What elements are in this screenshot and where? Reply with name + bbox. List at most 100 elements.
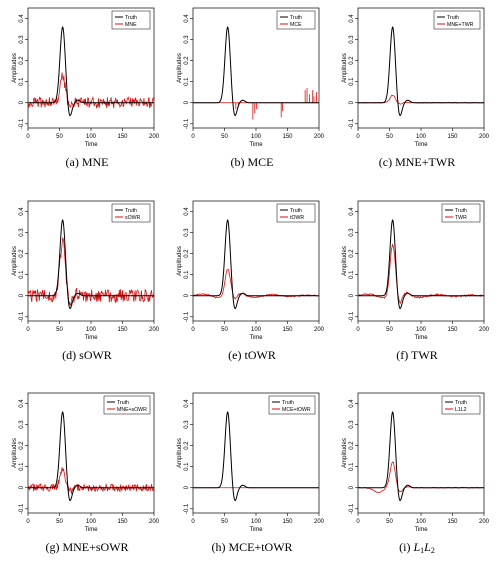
series-line-truth [28,411,154,502]
y-tick-label: 0.1 [349,462,355,471]
series-line-estimate [28,467,154,494]
y-tick-label: 0.3 [184,228,190,237]
y-tick-label: -0.1 [349,118,355,129]
y-tick-label: 0 [19,293,25,297]
y-tick-label: -0.1 [184,311,190,322]
y-tick-label: 0.3 [349,228,355,237]
legend-entry: L1L2 [455,407,467,413]
y-axis-label: Amplitudes [342,438,348,468]
y-tick-label: 0.4 [349,14,355,23]
y-tick-label: 0 [184,485,190,489]
y-tick-label: -0.1 [349,311,355,322]
y-tick-label: 0.1 [184,270,190,279]
y-tick-label: -0.1 [19,118,25,129]
x-axis-label: Time [249,142,263,148]
legend-entry: MCE [290,22,302,28]
x-tick-label: 0 [26,134,30,140]
x-tick-label: 150 [282,519,293,525]
y-tick-label: 0.4 [184,399,190,408]
chart-caption: (a) MNE [65,155,109,169]
x-tick-label: 150 [117,519,128,525]
y-tick-label: 0.2 [184,249,190,258]
chart-panel-b: 0 50 100 150 200 -0.1 0 0.1 0.2 0.3 0.4 Time Amplitu… [177,0,327,180]
legend-entry: sOWR [125,215,141,221]
legend-entry: TWR [455,215,467,221]
x-axis-label: Time [84,335,98,341]
x-tick-label: 100 [86,327,97,333]
y-tick-label: 0.4 [19,399,25,408]
x-tick-label: 100 [86,134,97,140]
x-axis-label: Time [414,335,428,341]
x-tick-label: 150 [447,134,458,140]
x-tick-label: 50 [56,327,63,333]
x-tick-label: 0 [191,327,195,333]
y-tick-label: 0 [349,485,355,489]
y-axis-label: Amplitudes [342,53,348,83]
legend-entry: Truth [282,400,294,406]
chart-panel-i: 0 50 100 150 200 -0.1 0 0.1 0.2 0.3 0.4 Time Amplitu… [342,385,492,565]
x-axis-label: Time [249,335,263,341]
y-tick-label: 0.2 [349,249,355,258]
legend-entry: Truth [125,15,137,21]
chart-c: 0 50 100 150 200-0.100.10.20.30.4TimeAmplitu… [342,7,490,148]
chart-panel-h: 0 50 100 150 200 -0.1 0 0.1 0.2 0.3 0.4 Time Amplitu… [177,385,327,565]
series-line-estimate [28,237,154,307]
chart-caption: (i) L1L2 [399,540,435,555]
y-tick-label: 0.1 [19,462,25,471]
y-axis-label: Amplitudes [177,438,183,468]
x-axis-label: Time [249,527,263,533]
series-line-truth [358,26,484,117]
chart-caption: (d) sOWR [62,348,112,362]
x-axis-label: Time [84,527,98,533]
legend-entry: Truth [290,15,302,21]
x-tick-label: 150 [447,519,458,525]
x-tick-label: 100 [251,134,262,140]
x-tick-label: 0 [26,519,30,525]
x-tick-label: 50 [221,519,228,525]
y-tick-label: 0.3 [349,420,355,429]
x-tick-label: 50 [221,134,228,140]
x-tick-label: 200 [149,519,160,525]
y-axis-label: Amplitudes [342,246,348,276]
legend-entry: MNE+sOWR [117,407,147,413]
x-tick-label: 0 [356,519,360,525]
legend-entry: MCE+tOWR [282,407,311,413]
y-tick-label: 0.1 [349,270,355,279]
y-axis-label: Amplitudes [12,53,18,83]
y-tick-label: -0.1 [184,503,190,514]
y-tick-label: 0.1 [19,270,25,279]
chart-caption: (b) MCE [230,155,274,169]
x-tick-label: 200 [149,327,160,333]
y-tick-label: -0.1 [184,118,190,129]
legend-entry: Truth [117,400,129,406]
x-tick-label: 50 [386,519,393,525]
chart-caption: (h) MCE+tOWR [211,540,293,554]
legend-entry: Truth [125,208,137,214]
y-axis-label: Amplitudes [177,246,183,276]
y-tick-label: 0.2 [19,249,25,258]
chart-h: 0 50 100 150 200-0.100.10.20.30.4TimeAmplitu… [177,392,325,533]
x-tick-label: 200 [314,519,325,525]
y-tick-label: 0.4 [184,207,190,216]
y-tick-label: -0.1 [349,503,355,514]
x-tick-label: 0 [356,327,360,333]
y-axis-label: Amplitudes [12,246,18,276]
x-tick-label: 200 [314,134,325,140]
legend-entry: MNE+TWR [447,22,474,28]
y-tick-label: -0.1 [19,311,25,322]
y-tick-label: 0.2 [184,56,190,65]
legend-entry: Truth [455,208,467,214]
y-tick-label: 0.1 [184,462,190,471]
y-tick-label: 0.4 [19,207,25,216]
legend-entry: Truth [447,15,459,21]
series-line-truth [28,219,154,310]
x-tick-label: 0 [356,134,360,140]
x-tick-label: 50 [386,134,393,140]
x-axis-label: Time [84,142,98,148]
